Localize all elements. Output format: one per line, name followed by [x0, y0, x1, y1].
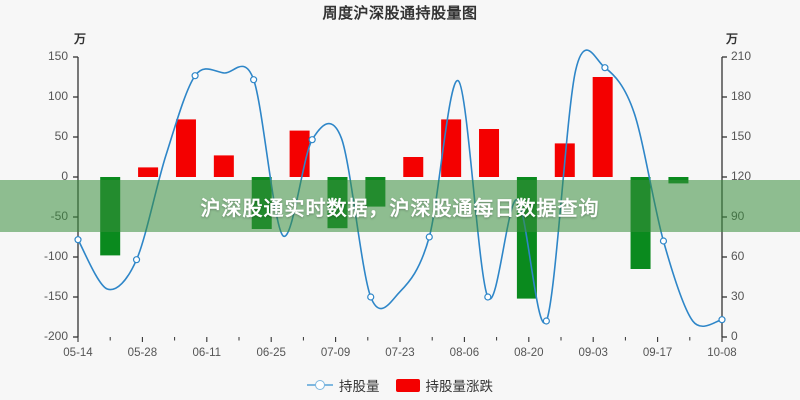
line-marker [601, 64, 609, 72]
line-marker [425, 233, 433, 241]
left-tick-label: -100 [43, 249, 68, 263]
x-tick-label: 08-06 [449, 347, 480, 359]
right-tick-label: 0 [731, 329, 738, 343]
x-tick-label: 09-03 [578, 347, 608, 359]
left-tick-label: 50 [54, 129, 68, 143]
x-tick-label: 07-09 [320, 347, 351, 359]
left-tick-label: 150 [47, 49, 68, 63]
line-marker [74, 236, 82, 244]
line-marker [367, 293, 375, 301]
right-tick-label: 210 [731, 49, 752, 63]
right-tick-label: 30 [731, 289, 745, 303]
left-tick-label: -200 [43, 329, 68, 343]
legend-square-icon [395, 378, 420, 392]
bar [441, 119, 462, 177]
right-tick-label: 150 [731, 129, 752, 143]
legend-label: 持股量 [339, 379, 380, 394]
x-tick-label: 07-23 [385, 347, 415, 359]
left-axis-unit-label: 万 [74, 32, 87, 46]
line-marker [484, 293, 492, 301]
left-tick-label: 0 [61, 169, 68, 183]
x-tick-label: 05-28 [127, 347, 158, 359]
line-marker [308, 136, 316, 144]
x-tick-label: 09-17 [642, 347, 673, 359]
line-marker [542, 317, 550, 325]
bar [592, 77, 613, 177]
line-marker [250, 76, 258, 84]
line-marker [659, 237, 668, 245]
right-tick-label: 180 [731, 89, 752, 103]
overlay-banner: 沪深股通实时数据，沪深股通每日数据查询 [0, 180, 800, 232]
right-tick-label: 60 [731, 249, 745, 263]
left-tick-label: 100 [47, 89, 68, 103]
x-tick-label: 05-14 [63, 347, 93, 359]
x-tick-label: 08-20 [514, 347, 544, 359]
legend-item[interactable]: 持股量涨跌 [395, 375, 494, 395]
x-tick-label: 06-25 [256, 347, 286, 359]
bar [403, 157, 424, 177]
bar [479, 129, 500, 177]
bar [213, 155, 234, 177]
legend-item[interactable]: 持股量 [307, 375, 380, 395]
chart-title: 周度沪深股通持股量图 [322, 5, 478, 22]
legend-line-circle-icon [307, 379, 333, 391]
x-tick-label: 06-11 [192, 347, 222, 359]
x-tick-label: 10-08 [707, 347, 737, 359]
line-marker [718, 316, 726, 324]
right-axis-unit-label: 万 [726, 32, 739, 46]
line-markers [74, 64, 726, 325]
bar [175, 119, 196, 177]
right-tick-label: 120 [731, 169, 752, 183]
legend-label: 持股量涨跌 [425, 379, 494, 394]
bar [138, 167, 159, 177]
overlay-banner-text: 沪深股通实时数据，沪深股通每日数据查询 [200, 197, 600, 220]
line-marker [191, 72, 199, 80]
chart-legend: 持股量 持股量涨跌 [0, 375, 800, 395]
line-marker [132, 256, 141, 264]
left-tick-label: -150 [43, 289, 68, 303]
